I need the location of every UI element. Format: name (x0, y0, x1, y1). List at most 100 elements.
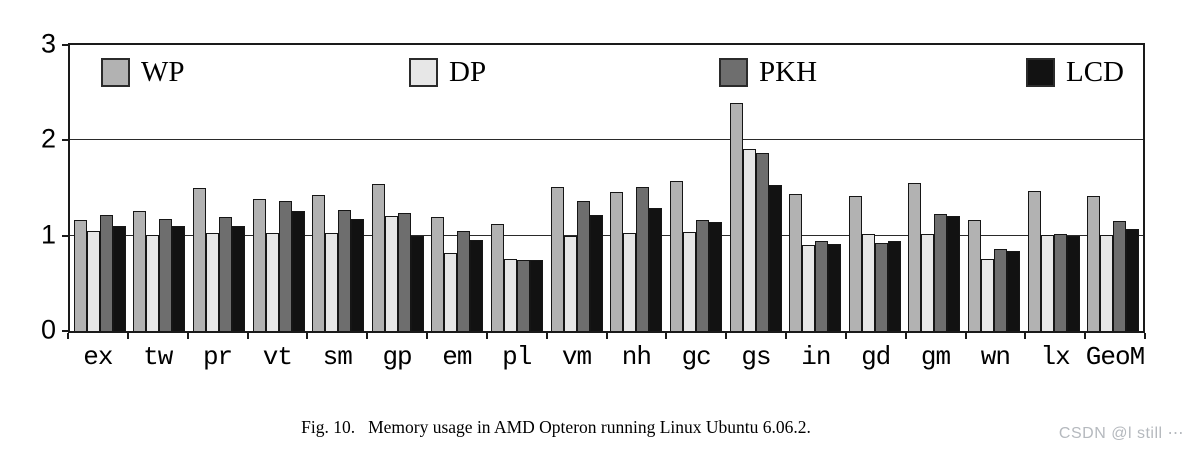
x-label-gm: gm (920, 342, 951, 372)
x-label-geom: GeoM (1085, 342, 1145, 372)
x-label-gs: gs (741, 342, 771, 372)
y-tick-label-2: 2 (40, 123, 56, 154)
bar-dp-in (802, 245, 816, 331)
x-tick-18 (1144, 333, 1146, 339)
gridline-y1 (70, 234, 1143, 236)
bar-wp-lx (1027, 190, 1041, 331)
bar-dp-lx (1040, 234, 1054, 331)
bar-lcd-ex (112, 226, 126, 331)
x-label-vm: vm (561, 342, 592, 372)
figure-caption: Fig. 10. Memory usage in AMD Opteron runn… (0, 417, 1198, 438)
bar-dp-vm (563, 235, 577, 331)
bar-wp-gs (729, 103, 743, 331)
bar-lcd-vm (589, 214, 603, 331)
bar-pkh-gc (695, 220, 709, 331)
x-tick-8 (545, 333, 548, 339)
bar-wp-ex (73, 220, 87, 331)
x-tick-17 (1084, 333, 1087, 339)
bar-pkh-gm (934, 213, 948, 331)
bar-wp-geom (1087, 195, 1101, 331)
bar-pkh-geom (1113, 221, 1127, 331)
bar-lcd-lx (1066, 235, 1080, 331)
x-label-gp: gp (382, 342, 412, 372)
y-tick-3 (62, 44, 70, 46)
bar-pkh-tw (159, 219, 173, 331)
x-label-pl: pl (502, 342, 532, 372)
legend-swatch-pkh (719, 58, 748, 87)
x-label-lx: lx (1040, 342, 1071, 372)
bar-wp-pl (491, 224, 505, 331)
bar-group-pr (189, 45, 249, 331)
bar-pkh-pr (219, 216, 233, 331)
x-tick-15 (964, 333, 967, 339)
bar-dp-gp (384, 215, 398, 331)
bar-dp-pr (206, 232, 220, 331)
bar-group-geom (1083, 45, 1143, 331)
bar-dp-vt (265, 232, 279, 331)
memory-usage-bar-chart: WP DP PKH LCD 0 1 2 3 ex tw pr vt sm gp em pl vm nh gc gs… (41, 28, 1147, 372)
bar-group-tw (130, 45, 190, 331)
x-tick-11 (725, 333, 728, 339)
x-label-tw: tw (143, 342, 173, 372)
watermark: CSDN @l still ⋯ (1058, 425, 1184, 442)
bar-wp-sm (312, 194, 326, 331)
x-label-wn: wn (980, 342, 1011, 372)
x-label-em: em (442, 342, 472, 372)
x-tick-3 (246, 333, 249, 339)
y-tick-1 (62, 234, 70, 237)
bar-group-gp (368, 45, 428, 331)
bar-dp-sm (325, 232, 339, 331)
bar-pkh-lx (1053, 233, 1067, 331)
bar-dp-wn (980, 258, 994, 331)
bar-pkh-pl (517, 259, 531, 331)
x-tick-16 (1024, 333, 1027, 339)
bar-group-sm (308, 45, 368, 331)
bar-pkh-ex (99, 214, 113, 331)
bar-wp-in (789, 193, 803, 331)
x-tick-2 (186, 333, 189, 339)
x-tick-4 (306, 333, 309, 339)
bar-group-vm (547, 45, 607, 331)
bar-dp-gs (742, 148, 756, 331)
x-tick-13 (844, 333, 847, 339)
bar-group-gd (845, 45, 905, 331)
bar-pkh-gd (874, 243, 888, 331)
bar-lcd-gd (887, 241, 901, 331)
x-label-nh: nh (621, 342, 652, 372)
y-tick-label-1: 1 (40, 218, 56, 249)
bar-pkh-in (815, 241, 829, 331)
bar-group-wn (964, 45, 1024, 331)
bar-group-ex (70, 45, 130, 331)
x-tick-5 (366, 333, 369, 339)
y-tick-label-0: 0 (40, 314, 56, 345)
bar-lcd-gm (947, 215, 961, 331)
bar-group-in (785, 45, 845, 331)
legend-item-wp: WP (101, 56, 185, 89)
bar-lcd-tw (172, 226, 186, 331)
bar-wp-pr (193, 188, 207, 331)
bar-lcd-geom (1126, 229, 1140, 331)
x-tick-10 (665, 333, 668, 339)
bar-group-lx (1024, 45, 1084, 331)
bar-wp-gm (908, 183, 922, 331)
bar-lcd-pl (530, 259, 544, 331)
bar-group-gs (726, 45, 786, 331)
bar-lcd-gp (410, 235, 424, 331)
bar-dp-geom (1100, 234, 1114, 331)
bar-dp-em (444, 252, 458, 331)
legend-label-dp: DP (449, 56, 487, 88)
x-tick-9 (605, 333, 608, 339)
bar-dp-tw (146, 234, 160, 331)
bar-lcd-gs (768, 185, 782, 331)
bar-pkh-em (457, 230, 471, 331)
x-label-pr: pr (202, 342, 233, 372)
legend-item-lcd: LCD (1026, 56, 1124, 89)
x-tick-14 (904, 333, 907, 339)
bar-dp-nh (623, 232, 637, 331)
bar-dp-pl (504, 258, 518, 331)
x-label-in: in (801, 342, 831, 372)
x-label-ex: ex (83, 342, 113, 372)
x-axis-ticks (67, 333, 1146, 340)
legend-label-wp: WP (141, 56, 185, 88)
bar-pkh-vt (278, 201, 292, 331)
